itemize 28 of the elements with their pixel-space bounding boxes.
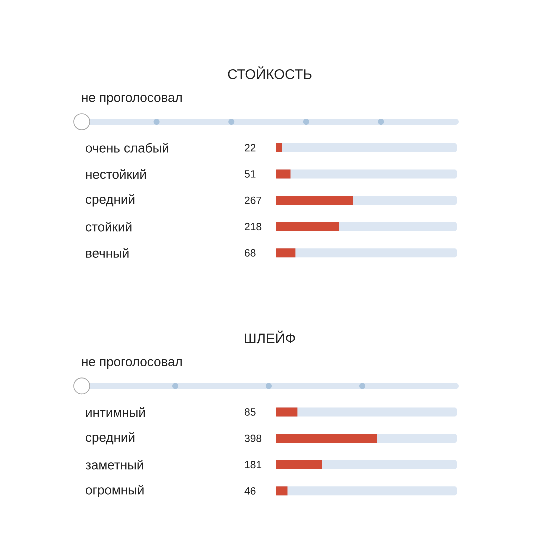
chart-title: ШЛЕЙФ <box>245 330 296 344</box>
y-tick-label: очень слабый <box>86 143 168 153</box>
data-label: 46 <box>244 487 256 495</box>
bar <box>276 143 282 152</box>
bar <box>276 248 296 258</box>
text: не проголосовал <box>82 95 182 105</box>
data-label: 85 <box>244 408 256 416</box>
bar <box>276 408 298 417</box>
data-label: 22 <box>245 144 256 152</box>
y-tick-label: средний <box>86 194 135 207</box>
data-label: 181 <box>245 461 262 469</box>
chart-title: СТОЙКОСТЬ <box>228 66 312 80</box>
data-label: 267 <box>245 196 262 204</box>
data-label: 218 <box>245 223 262 231</box>
bar <box>276 170 291 179</box>
y-tick-label: средний <box>86 432 135 445</box>
data-label: 51 <box>244 170 256 178</box>
y-tick-label: нестойкий <box>86 169 146 180</box>
text: не проголосовал <box>82 359 182 370</box>
y-tick-label: огромный <box>86 484 144 498</box>
y-tick-label: интимный <box>86 407 146 418</box>
y-tick-label: стойкий <box>86 222 132 232</box>
y-tick-label: вечный <box>86 248 129 258</box>
y-tick-label: заметный <box>86 460 144 470</box>
data-label: 68 <box>245 249 256 257</box>
bar <box>276 460 322 470</box>
bar <box>276 486 288 496</box>
data-label: 398 <box>244 434 262 442</box>
